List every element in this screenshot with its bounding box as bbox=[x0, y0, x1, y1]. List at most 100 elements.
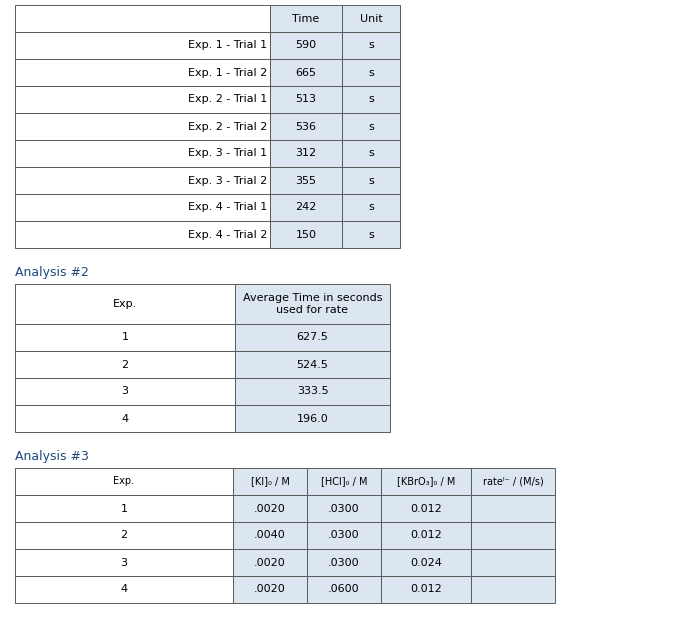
Text: .0020: .0020 bbox=[254, 503, 286, 513]
Text: Exp.: Exp. bbox=[113, 299, 137, 309]
Bar bbox=[233, 549, 307, 576]
Bar bbox=[342, 59, 400, 86]
Text: 1: 1 bbox=[121, 503, 128, 513]
Text: s: s bbox=[368, 149, 374, 159]
Bar bbox=[381, 576, 471, 603]
Bar bbox=[342, 140, 400, 167]
Bar bbox=[15, 194, 270, 221]
Bar bbox=[270, 59, 342, 86]
Text: Exp. 1 - Trial 1: Exp. 1 - Trial 1 bbox=[188, 41, 267, 51]
Bar bbox=[235, 324, 390, 351]
Text: 333.5: 333.5 bbox=[297, 386, 328, 397]
Bar bbox=[233, 522, 307, 549]
Text: 0.012: 0.012 bbox=[410, 584, 442, 595]
Text: 536: 536 bbox=[295, 122, 316, 131]
Bar bbox=[15, 522, 233, 549]
Text: [HCl]₀ / M: [HCl]₀ / M bbox=[321, 476, 367, 486]
Bar bbox=[270, 113, 342, 140]
Bar bbox=[15, 113, 270, 140]
Bar bbox=[307, 549, 381, 576]
Text: Exp. 2 - Trial 1: Exp. 2 - Trial 1 bbox=[188, 94, 267, 104]
Bar bbox=[15, 495, 233, 522]
Text: Exp. 1 - Trial 2: Exp. 1 - Trial 2 bbox=[188, 67, 267, 78]
Text: 1: 1 bbox=[121, 333, 128, 342]
Bar bbox=[342, 194, 400, 221]
Bar bbox=[342, 167, 400, 194]
Bar bbox=[471, 468, 555, 495]
Bar bbox=[342, 113, 400, 140]
Text: .0020: .0020 bbox=[254, 584, 286, 595]
Bar bbox=[270, 32, 342, 59]
Bar bbox=[15, 549, 233, 576]
Text: 2: 2 bbox=[121, 531, 128, 540]
Text: 312: 312 bbox=[295, 149, 316, 159]
Bar bbox=[15, 576, 233, 603]
Bar bbox=[381, 495, 471, 522]
Bar bbox=[15, 405, 235, 432]
Bar bbox=[342, 221, 400, 248]
Bar bbox=[307, 576, 381, 603]
Bar bbox=[342, 86, 400, 113]
Text: 0.012: 0.012 bbox=[410, 503, 442, 513]
Text: 0.024: 0.024 bbox=[410, 558, 442, 568]
Bar bbox=[15, 284, 235, 324]
Text: Exp. 3 - Trial 2: Exp. 3 - Trial 2 bbox=[188, 175, 267, 186]
Text: rateᴵ⁻ / (M/s): rateᴵ⁻ / (M/s) bbox=[483, 476, 544, 486]
Text: Exp. 4 - Trial 2: Exp. 4 - Trial 2 bbox=[188, 230, 267, 239]
Text: 590: 590 bbox=[295, 41, 316, 51]
Text: .0300: .0300 bbox=[328, 531, 360, 540]
Bar bbox=[270, 5, 342, 32]
Bar bbox=[15, 221, 270, 248]
Bar bbox=[381, 522, 471, 549]
Bar bbox=[15, 59, 270, 86]
Text: 627.5: 627.5 bbox=[297, 333, 329, 342]
Text: Unit: Unit bbox=[359, 14, 383, 23]
Text: 196.0: 196.0 bbox=[297, 413, 328, 423]
Bar bbox=[233, 468, 307, 495]
Text: 2: 2 bbox=[121, 360, 129, 370]
Bar bbox=[235, 284, 390, 324]
Bar bbox=[342, 5, 400, 32]
Bar bbox=[471, 549, 555, 576]
Text: 0.012: 0.012 bbox=[410, 531, 442, 540]
Bar bbox=[270, 167, 342, 194]
Bar bbox=[15, 5, 270, 32]
Bar bbox=[381, 549, 471, 576]
Text: .0300: .0300 bbox=[328, 558, 360, 568]
Text: 524.5: 524.5 bbox=[297, 360, 329, 370]
Text: [KI]₀ / M: [KI]₀ / M bbox=[250, 476, 289, 486]
Bar bbox=[381, 468, 471, 495]
Text: 513: 513 bbox=[295, 94, 316, 104]
Bar bbox=[307, 468, 381, 495]
Bar bbox=[15, 324, 235, 351]
Text: s: s bbox=[368, 230, 374, 239]
Bar bbox=[307, 522, 381, 549]
Text: s: s bbox=[368, 41, 374, 51]
Bar bbox=[15, 32, 270, 59]
Bar bbox=[235, 378, 390, 405]
Bar bbox=[15, 468, 233, 495]
Text: 4: 4 bbox=[121, 413, 129, 423]
Bar bbox=[270, 140, 342, 167]
Bar bbox=[15, 167, 270, 194]
Bar bbox=[471, 522, 555, 549]
Bar bbox=[307, 495, 381, 522]
Text: .0020: .0020 bbox=[254, 558, 286, 568]
Text: .0600: .0600 bbox=[328, 584, 360, 595]
Text: Exp. 4 - Trial 1: Exp. 4 - Trial 1 bbox=[188, 202, 267, 212]
Bar bbox=[15, 378, 235, 405]
Text: Exp. 2 - Trial 2: Exp. 2 - Trial 2 bbox=[188, 122, 267, 131]
Bar bbox=[235, 405, 390, 432]
Bar bbox=[270, 86, 342, 113]
Text: 4: 4 bbox=[121, 584, 128, 595]
Text: .0300: .0300 bbox=[328, 503, 360, 513]
Text: Analysis #3: Analysis #3 bbox=[15, 450, 89, 463]
Text: Exp. 3 - Trial 1: Exp. 3 - Trial 1 bbox=[188, 149, 267, 159]
Text: s: s bbox=[368, 202, 374, 212]
Text: [KBrO₃]₀ / M: [KBrO₃]₀ / M bbox=[397, 476, 455, 486]
Text: 665: 665 bbox=[295, 67, 316, 78]
Bar bbox=[270, 221, 342, 248]
Text: 242: 242 bbox=[295, 202, 316, 212]
Text: s: s bbox=[368, 175, 374, 186]
Bar bbox=[15, 140, 270, 167]
